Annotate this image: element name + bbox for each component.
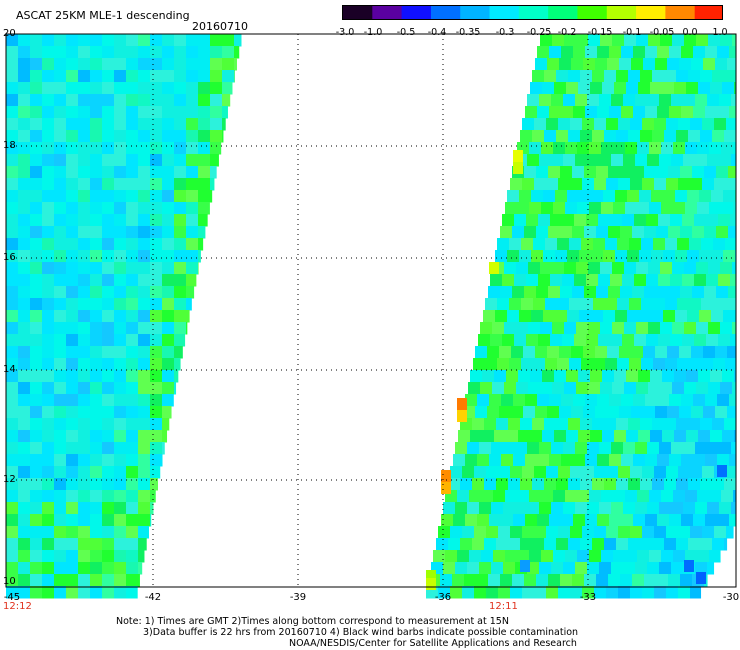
colorbar-tick-label: -0.5 [396, 27, 416, 38]
colorbar-tick-label: -0.4 [427, 27, 447, 38]
colorbar-tick-label: -0.25 [526, 27, 552, 38]
time-label-right: 12:11 [489, 601, 518, 612]
map-frame [5, 33, 737, 588]
colorbar-swatch [489, 6, 520, 19]
colorbar-swatch [372, 6, 403, 19]
note-line-2: 3)Data buffer is 22 hrs from 20160710 4)… [143, 627, 579, 638]
colorbar-tick-label: -3.0 [335, 27, 355, 38]
lat-lon-grid [6, 34, 736, 587]
longitude-tick-label: -42 [144, 592, 162, 603]
latitude-tick-label: 12 [3, 474, 16, 485]
latitude-tick-label: 10 [3, 576, 16, 587]
colorbar-swatch [548, 6, 579, 19]
colorbar-tick-label: 1.0 [712, 27, 728, 38]
colorbar-tick-label: -0.2 [557, 27, 577, 38]
colorbar-tick-label: 0.0 [682, 27, 698, 38]
colorbar-swatch [430, 6, 461, 19]
map-title: ASCAT 25KM MLE-1 descending [16, 9, 190, 22]
colorbar-tick-label: -0.1 [622, 27, 642, 38]
colorbar-swatch [694, 6, 722, 19]
colorbar-swatch [577, 6, 608, 19]
swath-data [6, 34, 737, 599]
colorbar-swatch [636, 6, 666, 19]
colorbar-tick-label: -0.35 [455, 27, 481, 38]
colorbar-tick-label: -0.15 [587, 27, 613, 38]
note-line-1: Note: 1) Times are GMT 2)Times along bot… [116, 616, 509, 627]
map-date: 20160710 [192, 20, 248, 33]
colorbar-tick-label: -0.05 [649, 27, 675, 38]
longitude-tick-label: -33 [579, 592, 597, 603]
colorbar-tick-label: -1.0 [363, 27, 383, 38]
latitude-tick-label: 14 [3, 364, 16, 375]
colorbar-swatch [606, 6, 637, 19]
note-line-3: NOAA/NESDIS/Center for Satellite Applica… [289, 638, 577, 649]
longitude-tick-label: -45 [3, 592, 21, 603]
colorbar-tick-label: -0.3 [495, 27, 515, 38]
longitude-tick-label: -39 [289, 592, 307, 603]
longitude-tick-label: -36 [434, 592, 452, 603]
colorbar-swatch [401, 6, 432, 19]
colorbar [342, 5, 723, 20]
time-label-left: 12:12 [3, 601, 32, 612]
colorbar-swatch [665, 6, 696, 19]
latitude-tick-label: 16 [3, 252, 16, 263]
latitude-tick-label: 18 [3, 140, 16, 151]
colorbar-swatch [343, 6, 373, 19]
latitude-tick-label: 20 [3, 28, 16, 39]
colorbar-swatch [518, 6, 549, 19]
longitude-tick-label: -30 [722, 592, 740, 603]
colorbar-swatch [460, 6, 491, 19]
